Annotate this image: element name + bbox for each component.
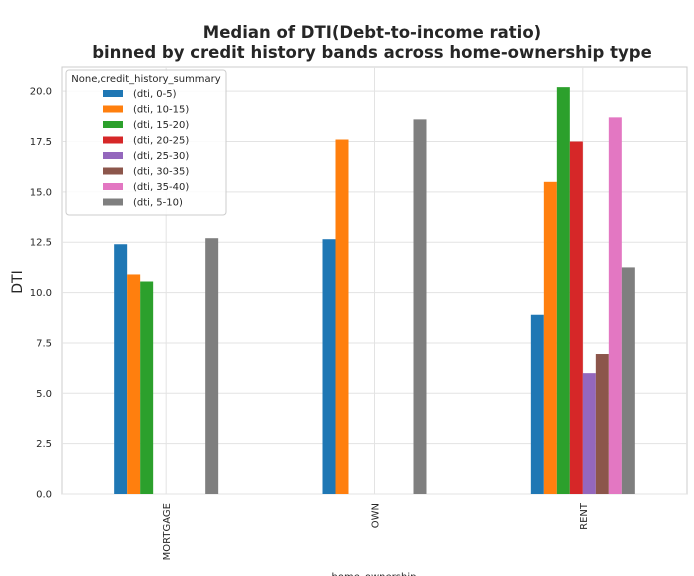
legend-entry-label: (dti, 20-25): [133, 136, 189, 147]
bar: [413, 119, 427, 495]
x-axis-label: home_ownership: [332, 572, 417, 576]
y-tick-label: 2.5: [36, 439, 52, 450]
x-tick-label: MORTGAGE: [162, 503, 173, 560]
legend-swatch: [103, 167, 123, 175]
bar: [335, 139, 349, 494]
bar: [582, 373, 596, 494]
x-tick-label: OWN: [371, 503, 382, 528]
legend-title: None,credit_history_summary: [71, 74, 221, 85]
bar: [608, 117, 622, 495]
legend-entry-label: (dti, 35-40): [133, 182, 189, 193]
chart-title-line1: Median of DTI(Debt-to-income ratio): [203, 23, 541, 42]
y-tick-label: 7.5: [36, 338, 52, 349]
legend-swatch: [103, 198, 123, 206]
y-tick-label: 17.5: [30, 137, 52, 148]
bar: [543, 181, 557, 494]
bar: [595, 354, 609, 494]
y-axis-label: DTI: [10, 270, 26, 293]
y-tick-label: 15.0: [30, 187, 52, 198]
legend-swatch: [103, 183, 123, 190]
y-tick-label: 5.0: [36, 389, 52, 400]
legend-entry-label: (dti, 30-35): [133, 167, 189, 178]
chart-title-line2: binned by credit history bands across ho…: [92, 43, 652, 62]
legend-entry-label: (dti, 10-15): [133, 105, 189, 116]
legend-swatch: [103, 105, 123, 113]
legend-swatch: [103, 136, 123, 144]
y-ticks: 0.0 2.5 5.0 7.5 10.0 12.5 15.0 17.5 20.0: [30, 87, 52, 501]
legend: None,credit_history_summary (dti, 0-5) (d…: [65, 69, 227, 216]
bar: [556, 87, 570, 494]
y-tick-label: 10.0: [30, 288, 52, 299]
bars: [114, 87, 635, 495]
bar: [114, 244, 128, 494]
legend-swatch: [103, 152, 123, 159]
y-tick-label: 0.0: [36, 490, 52, 501]
x-tick-label: RENT: [579, 502, 590, 530]
x-ticks: MORTGAGE OWN RENT: [162, 502, 590, 560]
y-tick-label: 12.5: [30, 238, 52, 249]
bar: [205, 238, 219, 494]
legend-entry-label: (dti, 0-5): [133, 89, 177, 100]
bar: [569, 141, 583, 494]
legend-entry-label: (dti, 25-30): [133, 151, 189, 162]
bar: [621, 267, 635, 494]
bar: [322, 239, 336, 494]
legend-swatch: [103, 121, 123, 128]
y-tick-label: 20.0: [30, 87, 52, 98]
legend-entry-label: (dti, 5-10): [133, 198, 183, 209]
bar: [530, 314, 544, 494]
legend-swatch: [103, 90, 123, 97]
bar: [140, 281, 154, 494]
legend-entry-label: (dti, 15-20): [133, 120, 189, 131]
bar: [127, 274, 141, 494]
